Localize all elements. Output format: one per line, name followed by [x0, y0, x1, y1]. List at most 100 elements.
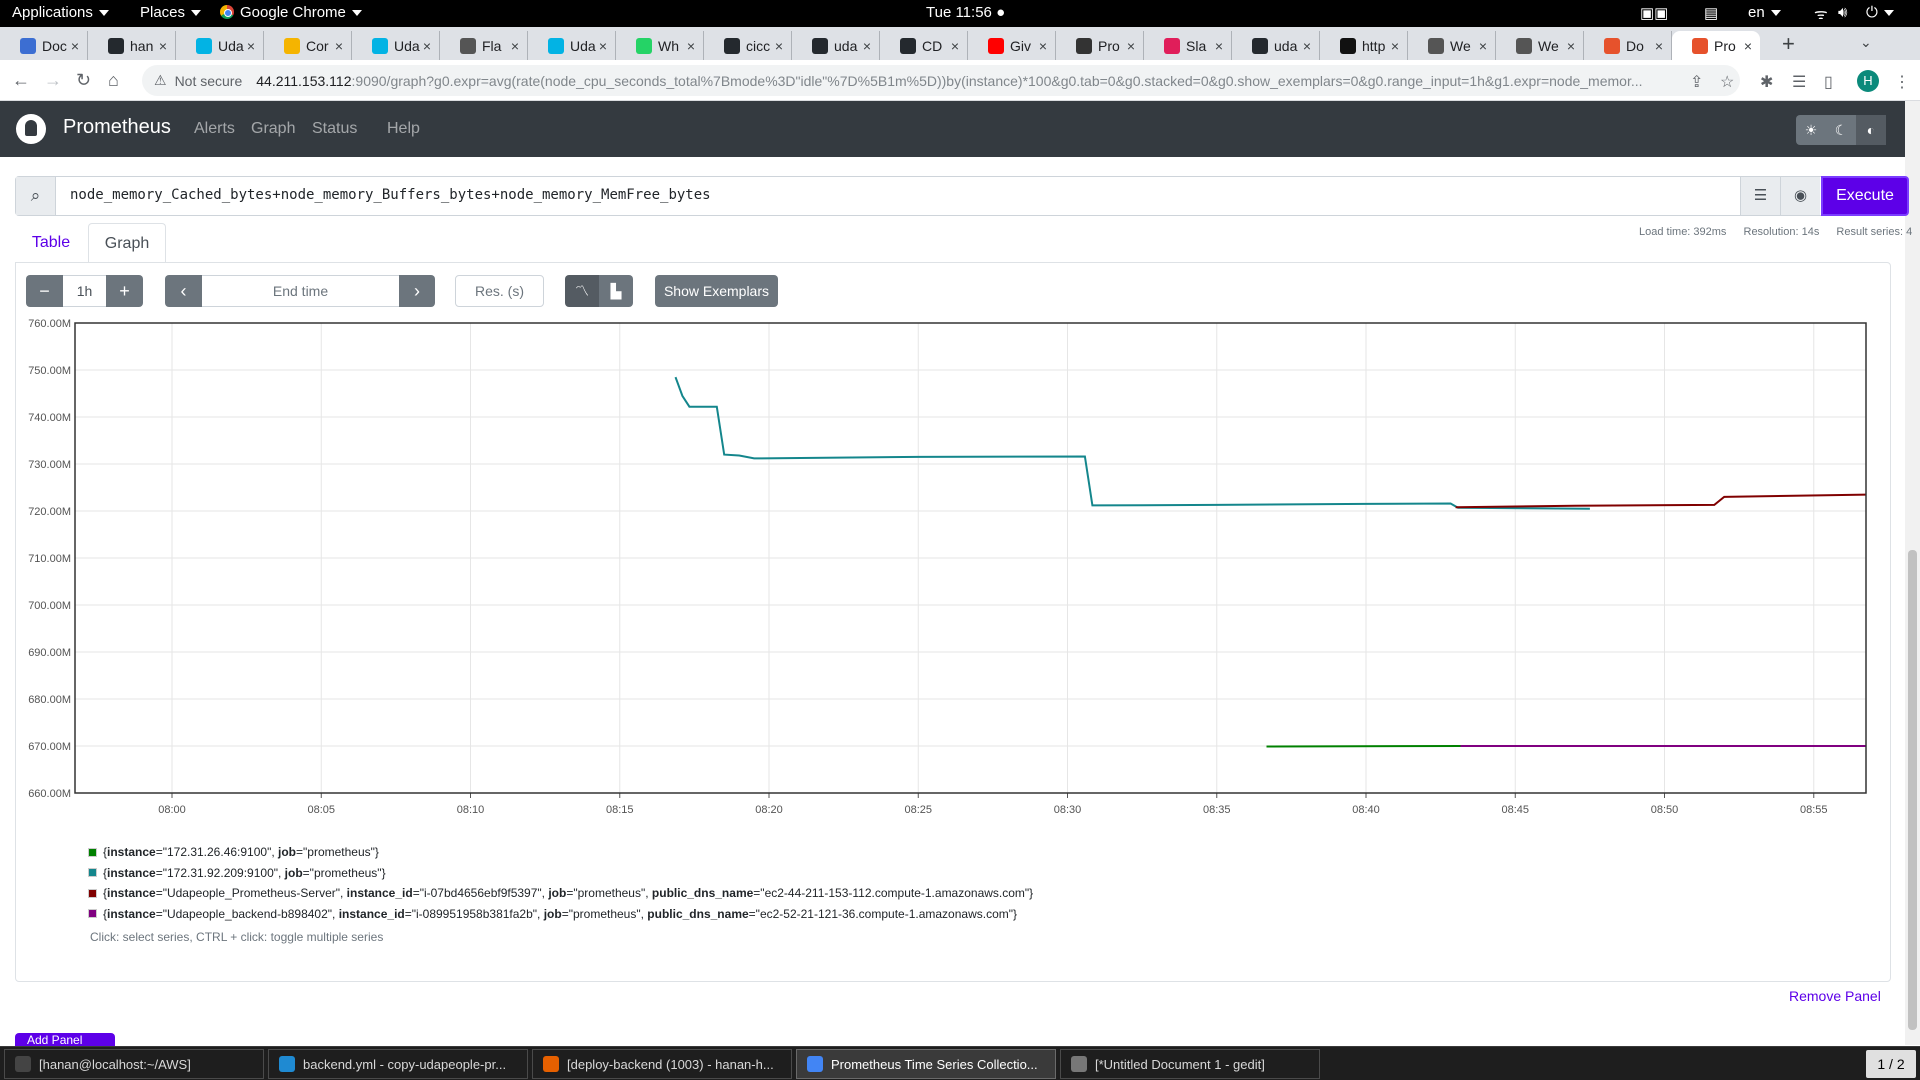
- prometheus-logo-icon[interactable]: [16, 114, 46, 144]
- profile-avatar[interactable]: H: [1857, 70, 1879, 92]
- browser-tab[interactable]: Fla ×: [440, 31, 528, 60]
- legend-item[interactable]: {instance="172.31.92.209:9100", job="pro…: [88, 863, 1033, 884]
- tab-close-icon[interactable]: ×: [1743, 37, 1752, 54]
- tab-graph[interactable]: Graph: [88, 223, 166, 263]
- resolution-input[interactable]: Res. (s): [455, 275, 544, 307]
- browser-tab[interactable]: uda ×: [1232, 31, 1320, 60]
- unstacked-chart-button[interactable]: 〽: [565, 275, 599, 307]
- tab-close-icon[interactable]: ×: [1390, 37, 1399, 54]
- next-time-button[interactable]: ›: [399, 275, 435, 307]
- volume-icon[interactable]: 🔊︎: [1838, 4, 1848, 21]
- browser-tab[interactable]: Uda ×: [176, 31, 264, 60]
- taskbar-item[interactable]: Prometheus Time Series Collectio...: [796, 1049, 1056, 1079]
- tab-close-icon[interactable]: ×: [334, 37, 343, 54]
- back-icon[interactable]: ←: [12, 70, 30, 90]
- increase-range-button[interactable]: +: [106, 275, 143, 307]
- forward-icon[interactable]: →: [44, 70, 62, 90]
- tab-close-icon[interactable]: ×: [1654, 37, 1663, 54]
- clock[interactable]: Tue 11:56 ●: [926, 4, 1005, 21]
- browser-tab[interactable]: uda ×: [792, 31, 880, 60]
- browser-tab[interactable]: We ×: [1496, 31, 1584, 60]
- tab-close-icon[interactable]: ×: [598, 37, 607, 54]
- tab-close-icon[interactable]: ×: [950, 37, 959, 54]
- dark-theme-icon[interactable]: ☾: [1834, 122, 1848, 138]
- tab-close-icon[interactable]: ×: [70, 37, 79, 54]
- tab-close-icon[interactable]: ×: [158, 37, 167, 54]
- tab-close-icon[interactable]: ×: [862, 37, 871, 54]
- time-series-chart[interactable]: 760.00M 750.00M 740.00M 730.00M 720.00M 710.0…: [0, 310, 1900, 820]
- tab-search-chevron-icon[interactable]: ⌄: [1860, 34, 1872, 50]
- browser-tab[interactable]: We ×: [1408, 31, 1496, 60]
- taskbar-item[interactable]: [*Untitled Document 1 - gedit]: [1060, 1049, 1320, 1079]
- format-expression-icon[interactable]: ☰: [1740, 177, 1780, 215]
- light-theme-icon[interactable]: ☀: [1804, 122, 1818, 138]
- home-icon[interactable]: ⌂: [108, 70, 119, 90]
- tab-table[interactable]: Table: [31, 234, 71, 251]
- nav-graph[interactable]: Graph: [251, 120, 296, 137]
- power-menu[interactable]: ⏻: [1866, 4, 1894, 21]
- decrease-range-button[interactable]: −: [26, 275, 63, 307]
- side-panel-icon[interactable]: ▯: [1824, 74, 1833, 91]
- workspace-switcher[interactable]: 1 / 2: [1866, 1050, 1916, 1078]
- remove-panel-link[interactable]: Remove Panel: [1789, 988, 1881, 1004]
- new-tab-icon[interactable]: +: [1782, 31, 1795, 56]
- range-input[interactable]: 1h: [63, 275, 106, 307]
- wifi-icon[interactable]: ᯤ: [1814, 6, 1828, 23]
- tab-close-icon[interactable]: ×: [1302, 37, 1311, 54]
- screen-indicator-icon[interactable]: ▣▣: [1640, 5, 1669, 22]
- browser-menu-icon[interactable]: ⋮: [1894, 74, 1910, 91]
- browser-tab[interactable]: Doc ×: [0, 31, 88, 60]
- stacked-chart-button[interactable]: ▙: [599, 275, 633, 307]
- brand-link[interactable]: Prometheus: [63, 116, 171, 138]
- browser-tab[interactable]: CD ×: [880, 31, 968, 60]
- tab-close-icon[interactable]: ×: [246, 37, 255, 54]
- language-menu[interactable]: en: [1748, 4, 1781, 21]
- browser-tab[interactable]: cicc ×: [704, 31, 792, 60]
- legend-item[interactable]: {instance="172.31.26.46:9100", job="prom…: [88, 842, 1033, 863]
- browser-tab[interactable]: Uda ×: [528, 31, 616, 60]
- tab-close-icon[interactable]: ×: [1038, 37, 1047, 54]
- add-panel-button[interactable]: Add Panel: [15, 1033, 115, 1047]
- end-time-input[interactable]: End time: [202, 275, 399, 307]
- tab-close-icon[interactable]: ×: [1566, 37, 1575, 54]
- address-bar[interactable]: ⚠ Not secure 44.211.153.112:9090/graph?g…: [142, 65, 1740, 96]
- applications-menu[interactable]: Applications: [12, 4, 109, 21]
- legend-item[interactable]: {instance="Udapeople_Prometheus-Server",…: [88, 883, 1033, 904]
- extensions-icon[interactable]: ✱: [1760, 74, 1774, 91]
- reload-icon[interactable]: ↻: [76, 70, 92, 90]
- browser-tab[interactable]: Uda ×: [352, 31, 440, 60]
- browser-tab[interactable]: Cor ×: [264, 31, 352, 60]
- scrollbar-thumb[interactable]: [1908, 550, 1917, 1030]
- browser-tab[interactable]: Giv ×: [968, 31, 1056, 60]
- browser-tab[interactable]: Sla ×: [1144, 31, 1232, 60]
- share-icon[interactable]: ⇪: [1690, 74, 1704, 91]
- legend-item[interactable]: {instance="Udapeople_backend-b898402", i…: [88, 904, 1033, 925]
- browser-tab[interactable]: Pro ×: [1056, 31, 1144, 60]
- browser-theme-icon[interactable]: ◐: [1856, 115, 1886, 145]
- tab-close-icon[interactable]: ×: [1478, 37, 1487, 54]
- execute-button[interactable]: Execute: [1821, 176, 1909, 216]
- expression-input[interactable]: node_memory_Cached_bytes+node_memory_Buf…: [70, 187, 711, 203]
- nav-help[interactable]: Help: [387, 120, 420, 137]
- previous-time-button[interactable]: ‹: [165, 275, 202, 307]
- keyboard-icon[interactable]: ▤: [1704, 5, 1719, 22]
- taskbar-item[interactable]: backend.yml - copy-udapeople-pr...: [268, 1049, 528, 1079]
- browser-tab[interactable]: Do ×: [1584, 31, 1672, 60]
- browser-tab[interactable]: Pro ×: [1672, 31, 1760, 60]
- bookmark-star-icon[interactable]: ☆: [1720, 74, 1735, 91]
- app-menu[interactable]: Google Chrome: [220, 4, 362, 21]
- nav-status[interactable]: Status: [312, 120, 357, 138]
- browser-tab[interactable]: Wh ×: [616, 31, 704, 60]
- taskbar-item[interactable]: [hanan@localhost:~/AWS]: [4, 1049, 264, 1079]
- tab-close-icon[interactable]: ×: [1126, 37, 1135, 54]
- tab-close-icon[interactable]: ×: [510, 37, 519, 54]
- metrics-explorer-icon[interactable]: ◉: [1780, 177, 1820, 215]
- nav-alerts[interactable]: Alerts: [194, 120, 235, 137]
- taskbar-item[interactable]: [deploy-backend (1003) - hanan-h...: [532, 1049, 792, 1079]
- tab-close-icon[interactable]: ×: [1214, 37, 1223, 54]
- browser-tab[interactable]: http ×: [1320, 31, 1408, 60]
- tab-close-icon[interactable]: ×: [686, 37, 695, 54]
- browser-tab[interactable]: han ×: [88, 31, 176, 60]
- show-exemplars-button[interactable]: Show Exemplars: [655, 275, 778, 307]
- reading-list-icon[interactable]: ☰: [1792, 74, 1807, 91]
